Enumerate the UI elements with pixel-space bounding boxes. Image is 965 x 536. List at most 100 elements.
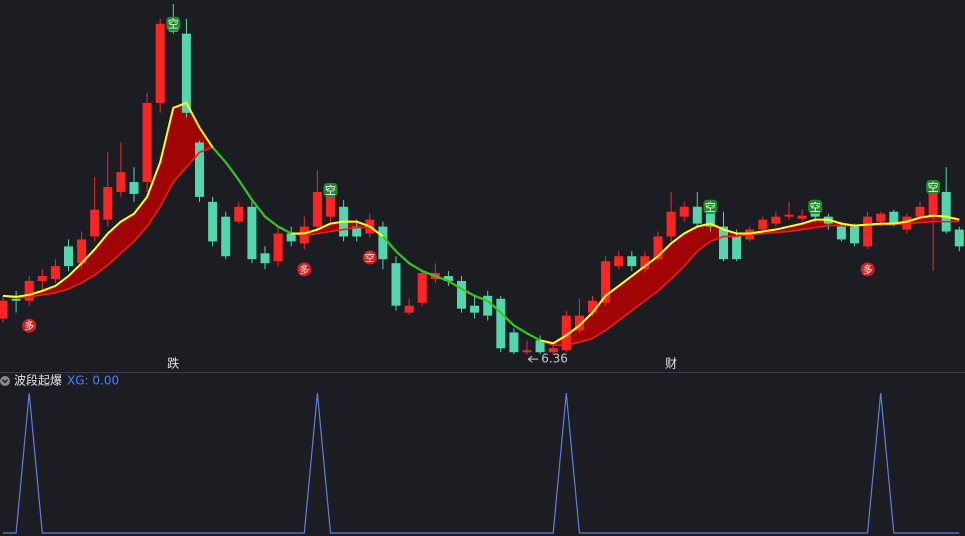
falling-segment	[526, 332, 541, 342]
candle-body	[391, 263, 401, 306]
candle-body	[889, 211, 899, 224]
bottom-label: 财	[665, 357, 677, 371]
candle-body	[601, 261, 611, 303]
falling-segment	[474, 294, 489, 302]
candle-body	[77, 239, 87, 264]
candle-body	[181, 33, 191, 113]
candle-body	[352, 226, 362, 237]
candle-body	[37, 276, 47, 281]
candle-body	[561, 315, 571, 351]
collapse-chevron	[1, 379, 9, 384]
low-price-label: 6.36	[541, 352, 568, 366]
falling-segment	[408, 262, 423, 272]
candle-body	[535, 340, 545, 353]
falling-segment	[211, 146, 227, 163]
candle-body	[326, 189, 335, 217]
candle-body	[273, 233, 283, 262]
indicator-line	[3, 392, 960, 534]
candle-body	[443, 276, 453, 281]
candle-body	[90, 209, 100, 237]
indicator-title: 波段起爆	[14, 373, 62, 388]
candle-body	[312, 191, 322, 227]
falling-segment	[421, 270, 436, 277]
candle-body	[155, 23, 165, 103]
buy-signal-badge	[297, 262, 312, 277]
sell-signal: 空	[168, 17, 179, 31]
candle-body	[797, 215, 807, 219]
candle-body	[11, 298, 21, 301]
candle-body	[876, 213, 886, 222]
sell-signal: 空	[705, 200, 716, 214]
falling-segment	[461, 288, 476, 297]
buy-signal-badge	[22, 318, 37, 333]
buy-signal: 多	[299, 263, 309, 276]
buy-signal-badge	[860, 262, 875, 277]
candle-body	[653, 236, 663, 260]
falling-segment	[513, 324, 528, 335]
candle-body	[509, 332, 519, 353]
bottom-label: 跌	[167, 356, 179, 371]
candle-body	[588, 300, 597, 313]
candle-body	[286, 233, 296, 242]
sell-signal-badge	[166, 16, 181, 31]
candle-body	[548, 348, 558, 353]
candle-body	[758, 219, 768, 230]
candle-body	[234, 206, 244, 222]
candle-body	[129, 182, 139, 194]
candle-body	[836, 226, 846, 240]
falling-segment	[395, 250, 410, 264]
falling-segment	[224, 161, 240, 181]
candle-body	[719, 226, 728, 260]
buy-signal: 多	[24, 320, 34, 333]
candle-body	[0, 300, 8, 319]
candle-body	[627, 256, 637, 267]
candle-body	[50, 266, 60, 279]
sell-signal-badge	[926, 179, 941, 194]
falling-segment	[500, 311, 515, 327]
buy-signal: 多	[863, 263, 873, 276]
candle-body	[915, 206, 925, 217]
falling-segment	[237, 179, 253, 201]
candle-body	[24, 280, 34, 301]
sell-signal-badge	[808, 199, 823, 214]
falling-segment	[277, 225, 292, 235]
falling-segment	[382, 235, 397, 252]
candle-body	[103, 186, 113, 220]
candle-body	[614, 256, 624, 267]
sell-signal-badge	[703, 199, 718, 214]
candle-body	[64, 246, 73, 267]
candle-body	[522, 350, 532, 353]
candle-body	[784, 214, 794, 217]
candle-body	[954, 229, 964, 247]
candle-body	[850, 226, 859, 244]
candle-body	[705, 206, 715, 227]
candle-body	[221, 216, 231, 257]
candle-body	[574, 315, 584, 331]
candle-body	[116, 172, 126, 192]
candle-body	[692, 206, 702, 224]
candle-body	[640, 256, 650, 270]
collapse-icon[interactable]	[0, 376, 10, 386]
candle-body	[941, 191, 951, 232]
candle-body	[496, 298, 506, 349]
candle-body	[470, 305, 480, 313]
candle-body	[378, 226, 388, 260]
buy-signal: 空	[365, 251, 375, 264]
candle-body	[457, 280, 466, 309]
low-arrow	[527, 355, 539, 363]
falling-segment	[434, 275, 449, 282]
buy-signal-badge	[362, 250, 377, 265]
falling-segment	[264, 215, 279, 228]
candle-body	[142, 102, 152, 183]
candle-body	[417, 273, 427, 303]
candle-body	[863, 216, 873, 247]
candle-body	[928, 186, 938, 217]
candle-body	[260, 253, 270, 264]
candle-body	[679, 206, 689, 217]
indicator-legend: XG: 0.00	[67, 374, 119, 388]
sell-signal-badge	[323, 182, 338, 197]
falling-segment	[447, 280, 463, 290]
sell-signal: 空	[325, 183, 336, 197]
candle-body	[208, 201, 218, 242]
